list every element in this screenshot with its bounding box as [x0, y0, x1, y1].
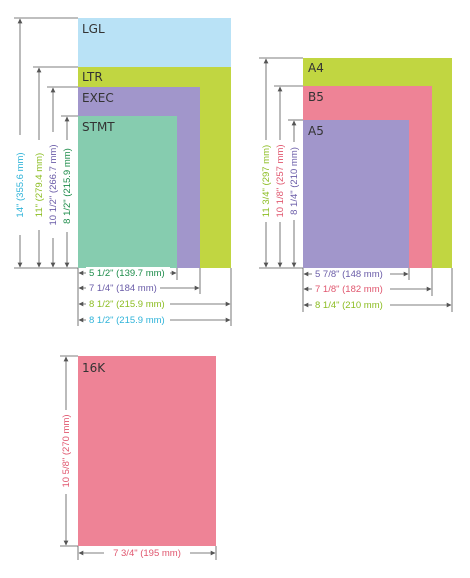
- right-paper-group: A4 B5 A5 11 3/4" (297 mm) 10 1/8" (257 m…: [259, 57, 453, 312]
- k16-extension-lines: [60, 355, 217, 560]
- stmt-sheet: [78, 116, 177, 268]
- b5-width-dim: 7 1/8" (182 mm): [315, 284, 383, 295]
- b5-label: B5: [308, 90, 324, 104]
- left-horizontal-dims: [78, 270, 231, 323]
- a5-width-dim: 5 7/8" (148 mm): [315, 269, 383, 280]
- ltr-height-dim: 11" (279.4 mm): [34, 153, 45, 217]
- lgl-width-dim: 8 1/2" (215.9 mm): [89, 315, 165, 326]
- k16-sheet: [78, 356, 216, 546]
- k16-height-dim: 10 5/8" (270 mm): [61, 414, 72, 487]
- exec-height-dim: 10 1/2" (266.7 mm): [48, 145, 59, 226]
- stmt-height-dim: 8 1/2" (215.9 mm): [62, 148, 73, 224]
- lgl-height-dim: 14" (355.6 mm): [15, 152, 26, 217]
- exec-width-dim: 7 1/4" (184 mm): [89, 283, 157, 294]
- k16-paper-group: 16K 10 5/8" (270 mm) 7 3/4" (195 mm): [60, 355, 217, 560]
- lgl-label: LGL: [82, 22, 105, 36]
- a5-height-dim: 8 1/4" (210 mm): [289, 147, 300, 215]
- a5-label: A5: [308, 124, 324, 138]
- a5-sheet: [303, 120, 409, 268]
- a4-label: A4: [308, 61, 324, 75]
- a4-width-dim: 8 1/4" (210 mm): [315, 300, 383, 311]
- right-extension-lines: [259, 57, 303, 269]
- k16-width-dim: 7 3/4" (195 mm): [113, 548, 181, 559]
- left-extension-lines: [14, 17, 78, 269]
- ltr-label: LTR: [82, 70, 103, 84]
- ltr-width-dim: 8 1/2" (215.9 mm): [89, 299, 165, 310]
- a4-height-dim: 11 3/4" (297 mm): [261, 145, 272, 217]
- stmt-label: STMT: [82, 120, 115, 134]
- right-bottom-extension-lines: [302, 268, 453, 312]
- left-bottom-extension-lines: [77, 268, 232, 326]
- k16-label: 16K: [82, 361, 106, 375]
- stmt-width-dim: 5 1/2" (139.7 mm): [89, 268, 165, 279]
- left-paper-group: LGL LTR EXEC STMT 14" (355.6 mm) 11" (27…: [14, 17, 232, 326]
- exec-label: EXEC: [82, 91, 114, 105]
- b5-height-dim: 10 1/8" (257 mm): [275, 144, 286, 217]
